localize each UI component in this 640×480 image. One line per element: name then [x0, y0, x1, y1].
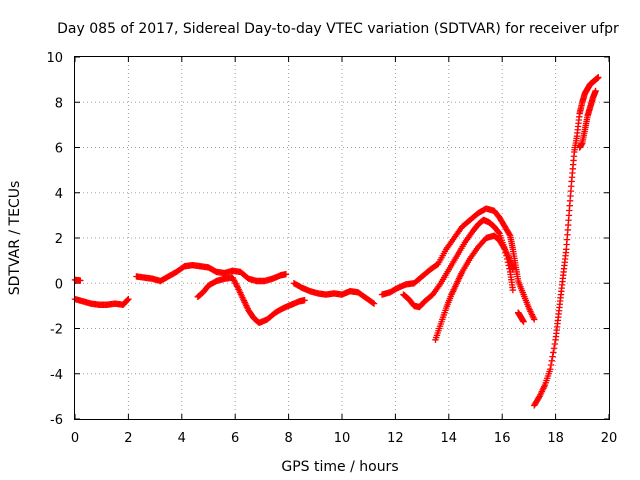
x-axis-ticks: 0 2 4 6 8 10 12 14 16 18 20 — [71, 57, 617, 446]
x-tick-label: 8 — [284, 431, 292, 446]
data-points — [71, 74, 602, 409]
data-point — [77, 277, 84, 284]
series-segment-e — [290, 280, 378, 307]
y-tick-label: 8 — [55, 96, 63, 111]
data-point — [370, 300, 378, 307]
chart-title: Day 085 of 2017, Sidereal Day-to-day VTE… — [57, 21, 619, 37]
y-tick-label: 4 — [55, 187, 63, 202]
x-tick-label: 18 — [547, 431, 564, 446]
x-tick-label: 12 — [387, 431, 404, 446]
series-segment-i — [515, 309, 527, 325]
x-axis-label: GPS time / hours — [281, 459, 398, 475]
y-tick-label: -4 — [50, 368, 63, 383]
x-tick-label: 6 — [231, 431, 239, 446]
data-point — [125, 295, 132, 303]
y-tick-label: 0 — [55, 277, 63, 292]
x-tick-label: 2 — [124, 431, 132, 446]
y-tick-label: 2 — [55, 232, 63, 247]
y-axis-label: SDTVAR / TECUs — [7, 181, 23, 296]
y-axis-ticks: -6 -4 -2 0 2 4 6 8 10 — [46, 51, 609, 428]
data-point — [592, 87, 599, 95]
data-point — [550, 349, 557, 356]
grid-lines — [75, 57, 609, 419]
series-segment-c — [133, 261, 290, 285]
series-segment-j — [531, 74, 602, 409]
x-tick-label: 16 — [494, 431, 511, 446]
data-point — [506, 231, 513, 238]
series-segment-h — [432, 232, 517, 344]
y-tick-label: 10 — [46, 51, 63, 66]
data-point — [301, 297, 308, 304]
x-tick-label: 20 — [601, 431, 618, 446]
data-point — [520, 318, 527, 325]
y-tick-label: 6 — [55, 142, 63, 157]
data-point — [282, 271, 290, 278]
series-segment-b — [71, 295, 132, 308]
x-tick-label: 4 — [178, 431, 186, 446]
data-point — [550, 345, 558, 352]
x-tick-label: 0 — [71, 431, 79, 446]
data-point — [369, 299, 377, 307]
data-point — [547, 361, 555, 369]
series-segment-f — [378, 205, 538, 323]
series-segment-a — [71, 276, 84, 284]
plot-frame — [74, 56, 610, 420]
data-point — [124, 296, 131, 304]
series-segment-d — [194, 274, 308, 327]
x-tick-label: 10 — [334, 431, 351, 446]
x-tick-label: 14 — [441, 431, 458, 446]
data-point — [509, 266, 517, 273]
data-point — [549, 353, 556, 360]
data-point — [509, 286, 517, 294]
y-tick-label: -6 — [50, 413, 63, 428]
data-point — [547, 366, 554, 373]
y-tick-label: -2 — [50, 323, 63, 338]
data-point — [551, 340, 559, 348]
data-point — [531, 316, 538, 323]
data-point — [495, 229, 502, 236]
series-segment-k — [576, 87, 599, 151]
data-point — [548, 357, 555, 365]
data-point — [595, 74, 602, 81]
